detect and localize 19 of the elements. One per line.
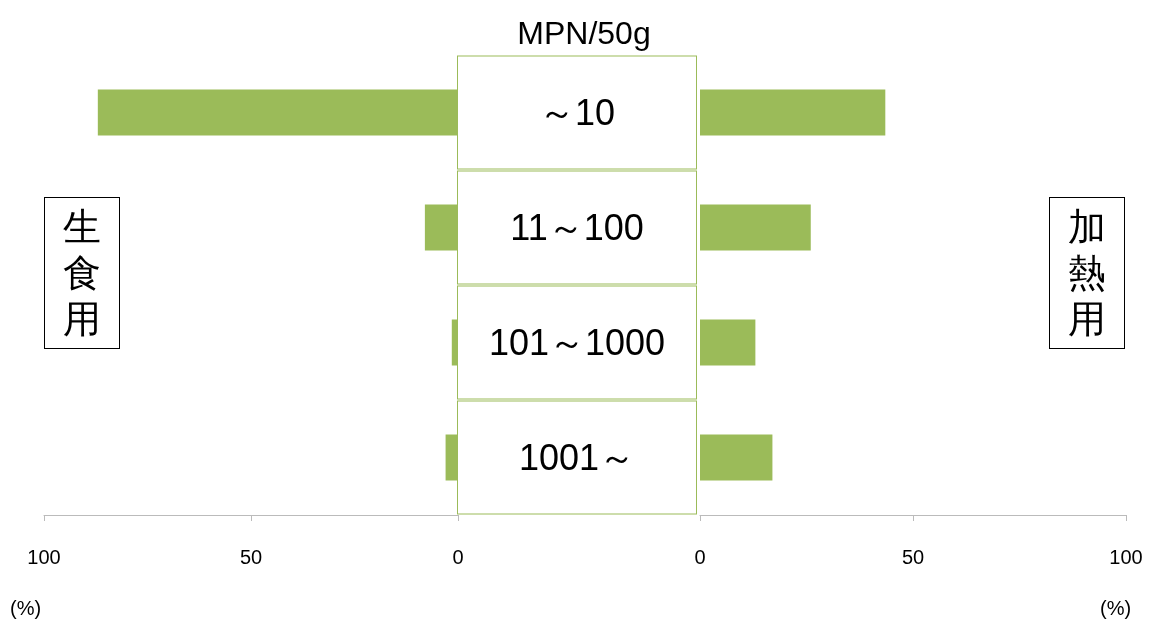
x-tick-label: 0 [694, 546, 706, 568]
x-tick-label: 0 [452, 546, 464, 568]
y-axis-title: 生食用 [63, 206, 101, 340]
x-axis-title: (%) [1100, 597, 1132, 619]
x-tick-label: 100 [1109, 546, 1143, 568]
y-tick-label: 11～100 [510, 207, 644, 248]
x-tick-label: 100 [27, 546, 61, 568]
bar [700, 434, 773, 481]
x-tick-label: 50 [901, 546, 925, 568]
bar [700, 89, 886, 136]
x-axis-title: (%) [10, 597, 42, 619]
y-tick-label: ～10 [538, 92, 616, 133]
y-tick-label: 1001～ [518, 437, 636, 478]
y-tick-label: 101～1000 [488, 322, 666, 363]
x-tick-label: 50 [239, 546, 263, 568]
bar [700, 319, 756, 366]
text: MPN/50g [517, 15, 651, 51]
bar [700, 204, 811, 251]
y-axis-title: 加熱用 [1068, 206, 1106, 340]
